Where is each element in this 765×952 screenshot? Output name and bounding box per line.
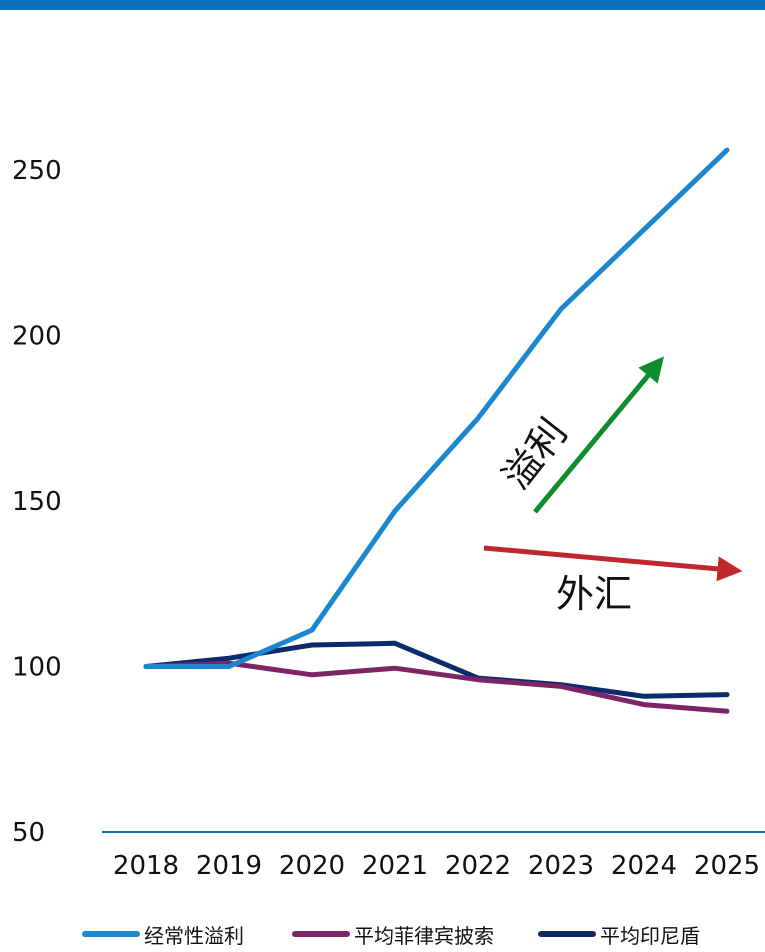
x-tick-label: 2018 <box>113 851 179 881</box>
legend-label-indonesian-rupiah: 平均印尼盾 <box>600 923 700 948</box>
legend-item-philippine-peso: 平均菲律宾披索 <box>292 920 494 948</box>
y-tick-label: 150 <box>12 487 62 517</box>
legend-label-philippine-peso: 平均菲律宾披索 <box>354 923 494 948</box>
y-axis-ticks: 50 100 150 200 250 <box>12 156 62 848</box>
y-tick-label: 250 <box>12 156 62 186</box>
fx-down-arrow <box>483 545 743 582</box>
y-tick-label: 100 <box>12 653 62 683</box>
legend-item-recurring-profit: 经常性溢利 <box>82 920 244 948</box>
x-tick-label: 2024 <box>611 851 677 881</box>
legend-swatch-recurring-profit <box>82 931 140 937</box>
x-tick-label: 2022 <box>445 851 511 881</box>
series-line-1 <box>143 660 730 714</box>
x-axis-ticks: 2018 2019 2020 2021 2022 2023 2024 2025 <box>113 851 760 881</box>
legend-swatch-philippine-peso <box>292 931 350 937</box>
series-lines <box>143 147 730 714</box>
legend-label-recurring-profit: 经常性溢利 <box>144 923 244 948</box>
series-line-0 <box>143 147 730 669</box>
legend-swatch-indonesian-rupiah <box>538 931 596 937</box>
legend: 经常性溢利 平均菲律宾披索 平均印尼盾 <box>0 906 765 952</box>
x-tick-label: 2025 <box>694 851 760 881</box>
x-tick-label: 2021 <box>362 851 428 881</box>
y-tick-label: 50 <box>12 818 45 848</box>
fx-annotation-label: 外汇 <box>556 572 632 616</box>
x-tick-label: 2020 <box>279 851 345 881</box>
y-tick-label: 200 <box>12 322 62 352</box>
top-accent-bar <box>0 0 765 10</box>
profit-annotation-label: 溢利 <box>494 411 575 498</box>
x-tick-label: 2019 <box>196 851 262 881</box>
x-tick-label: 2023 <box>528 851 594 881</box>
series-line-2 <box>143 640 730 699</box>
profit-up-arrow <box>533 356 664 514</box>
legend-item-indonesian-rupiah: 平均印尼盾 <box>538 920 700 948</box>
